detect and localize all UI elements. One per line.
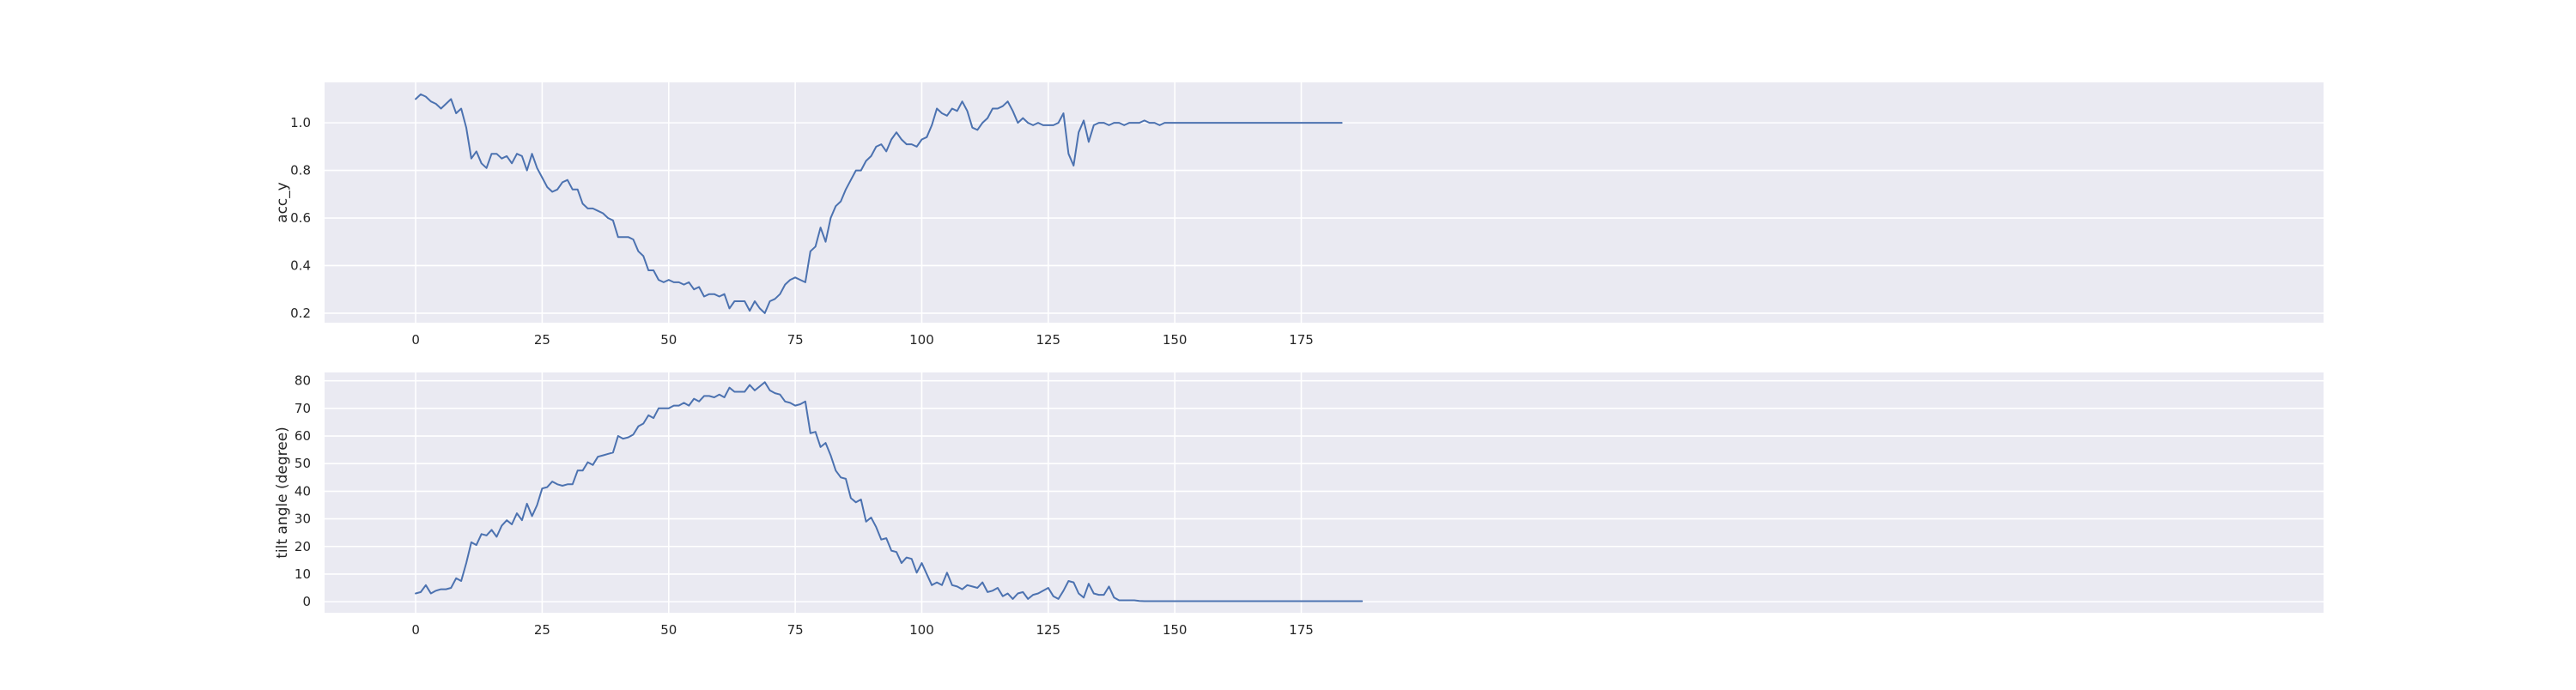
- acc-y-x-tick-label: 25: [534, 332, 550, 348]
- tilt-angle-y-tick-label: 40: [295, 483, 311, 499]
- acc-y-panel: 0 25 50 75 100 125 150 175 0.2 0.4 0.6 0.8 1.0 acc_y: [274, 82, 2324, 348]
- acc-y-y-tick-label: 0.8: [290, 163, 311, 179]
- tilt-angle-x-tick-label: 50: [660, 622, 677, 638]
- tilt-angle-y-tick-label: 50: [295, 456, 311, 471]
- acc-y-y-tick-label: 0.6: [290, 210, 311, 226]
- tilt-angle-x-tick-label: 75: [787, 622, 804, 638]
- tilt-angle-y-tick-label: 20: [295, 539, 311, 554]
- tilt-angle-plot-area: [325, 372, 2324, 613]
- tilt-angle-y-axis-label: tilt angle (degree): [274, 427, 291, 559]
- acc-y-plot-area: [325, 82, 2324, 323]
- acc-y-y-tick-label: 1.0: [290, 115, 311, 130]
- acc-y-y-tick-label: 0.4: [290, 257, 311, 273]
- tilt-angle-y-tick-label: 30: [295, 511, 311, 527]
- acc-y-y-axis-label: acc_y: [274, 182, 291, 223]
- acc-y-y-tick-label: 0.2: [290, 306, 311, 321]
- tilt-angle-x-tick-label: 175: [1289, 622, 1314, 638]
- tilt-angle-y-tick-label: 60: [295, 428, 311, 444]
- acc-y-x-tick-label: 175: [1289, 332, 1314, 348]
- tilt-angle-x-tick-label: 0: [411, 622, 420, 638]
- tilt-angle-x-tick-label: 25: [534, 622, 550, 638]
- acc-y-x-tick-label: 75: [787, 332, 804, 348]
- acc-y-x-tick-label: 125: [1036, 332, 1060, 348]
- tilt-angle-series-line: [415, 381, 1364, 602]
- acc-y-x-tick-label: 50: [660, 332, 677, 348]
- tilt-angle-y-tick-label: 10: [295, 566, 311, 582]
- tilt-angle-x-tick-label: 125: [1036, 622, 1060, 638]
- tilt-angle-y-tick-label: 80: [295, 373, 311, 389]
- tilt-angle-y-tick-label: 70: [295, 401, 311, 416]
- tilt-angle-x-tick-label: 100: [909, 622, 934, 638]
- acc-y-x-tick-label: 100: [909, 332, 934, 348]
- tilt-angle-x-tick-label: 150: [1163, 622, 1188, 638]
- tilt-angle-panel: 0 25 50 75 100 125 150 175 0 10 20 30 40 50 60 70 80 tilt…: [274, 372, 2324, 638]
- acc-y-x-tick-label: 150: [1163, 332, 1188, 348]
- acc-y-series-line: [415, 93, 1343, 314]
- tilt-angle-y-tick-label: 0: [302, 594, 311, 609]
- acc-y-x-tick-label: 0: [411, 332, 420, 348]
